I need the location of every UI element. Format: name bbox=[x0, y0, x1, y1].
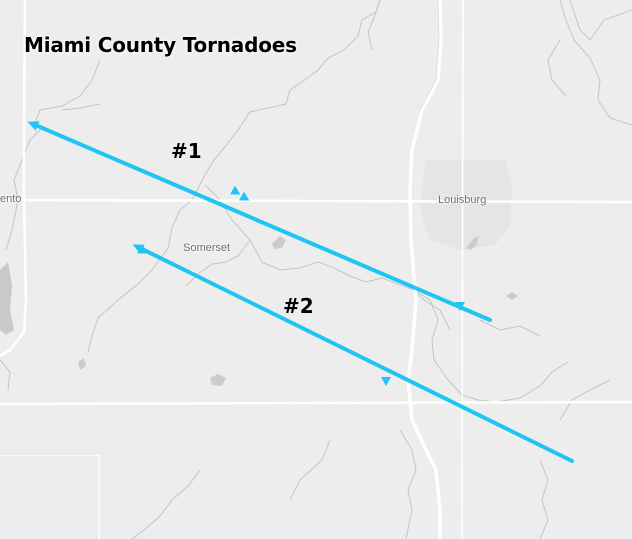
urban-area bbox=[420, 160, 512, 250]
track-marker-icon bbox=[27, 121, 40, 131]
pond bbox=[272, 236, 286, 249]
track-label-2: #2 bbox=[283, 294, 314, 318]
track-marker-icon bbox=[239, 191, 250, 201]
map-title: Miami County Tornadoes bbox=[24, 33, 297, 57]
place-label-louisburg: Louisburg bbox=[438, 194, 487, 206]
tornado-track-2 bbox=[136, 245, 574, 463]
track-marker-icon bbox=[137, 244, 148, 254]
track-marker-icon bbox=[381, 377, 391, 386]
track-label-1: #1 bbox=[171, 139, 202, 163]
tornado-tracks bbox=[27, 121, 574, 463]
place-label-somerset: Somerset bbox=[183, 242, 231, 254]
pond bbox=[466, 236, 479, 250]
place-label-paola-partial: ento bbox=[0, 193, 22, 205]
tornado-track-1 bbox=[31, 122, 492, 322]
track-marker-icon bbox=[230, 185, 241, 195]
lake bbox=[0, 262, 14, 335]
pond bbox=[78, 358, 86, 370]
road-casings bbox=[0, 0, 440, 455]
track-marker-icon bbox=[455, 302, 465, 311]
pond bbox=[210, 374, 226, 386]
pond bbox=[506, 292, 518, 300]
